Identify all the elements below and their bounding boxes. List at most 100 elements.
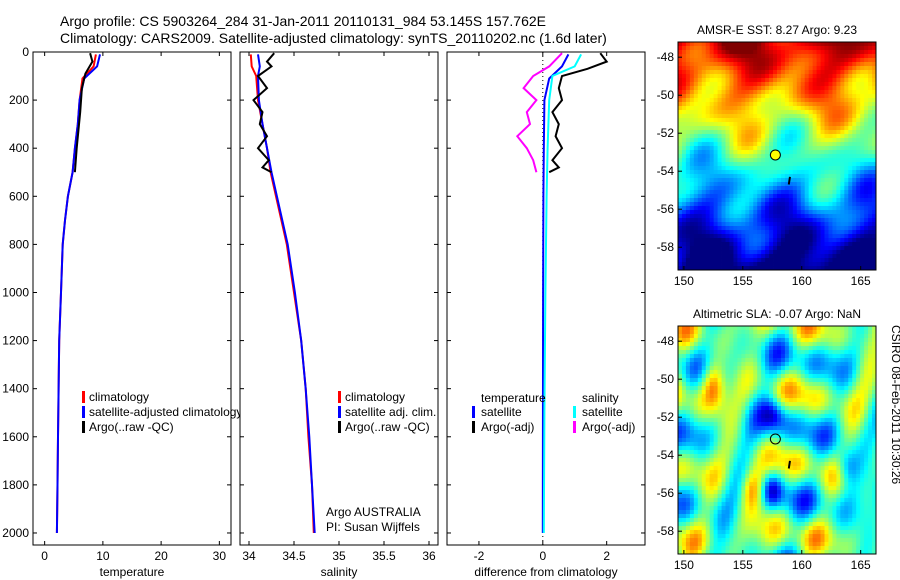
map-cell [816,210,821,215]
map-cell [769,530,774,535]
map-cell [864,130,869,135]
map-cell [737,266,742,271]
map-cell [804,342,810,347]
map-cell [864,218,869,223]
map-cell [701,526,707,531]
map-cell [832,42,837,47]
map-cell [765,218,770,223]
map-cell [828,66,833,71]
map-cell [868,186,873,191]
map-cell [788,90,794,95]
map-cell [717,202,722,207]
map-cell [693,206,699,211]
map-cell [685,250,691,255]
map-cell [697,110,703,115]
map-cell [741,478,746,483]
map-cell [832,214,837,219]
map-cell [860,198,865,203]
map-cell [773,230,778,235]
map-cell [765,102,770,107]
map-cell [840,42,845,47]
map-cell [705,498,711,503]
map-cell [765,550,770,555]
map-cell [800,358,806,363]
map-cell [836,66,841,71]
map-cell [741,62,746,67]
map-cell [745,174,750,179]
map-cell [705,386,711,391]
map-cell [678,442,683,447]
map-cell [741,490,746,495]
map-cell [788,250,794,255]
map-cell [852,218,857,223]
map-cell [713,258,718,263]
map-cell [852,106,857,111]
map-cell [689,126,695,131]
map-cell [737,334,742,339]
map-cell [729,530,734,535]
map-cell [717,250,722,255]
map-cell [721,406,726,411]
map-cell [757,226,762,231]
map-cell [816,134,821,139]
map-cell [808,374,814,379]
map-cell [713,370,718,375]
map-cell [729,98,734,103]
map-cell [765,338,770,343]
map-y-tick-label: -50 [657,88,675,102]
map-cell [729,42,734,47]
map-cell [697,518,703,523]
map-cell [713,230,718,235]
map-cell [773,446,778,451]
map-cell [689,202,695,207]
map-cell [705,550,711,555]
map-cell [864,122,869,127]
map-cell [693,186,699,191]
map-cell [681,190,687,195]
map-cell [761,326,766,331]
map-cell [697,406,703,411]
map-cell [681,474,687,479]
map-cell [844,210,849,215]
map-cell [721,102,726,107]
map-cell [729,182,734,187]
map-cell [812,390,817,395]
map-cell [808,366,814,371]
map-cell [681,350,687,355]
map-cell [705,86,711,91]
map-cell [864,90,869,95]
map-cell [788,402,794,407]
map-cell [693,202,699,207]
map-cell [808,50,814,55]
map-cell [816,166,821,171]
map-cell [804,442,810,447]
map-cell [840,182,845,187]
map-cell [812,110,817,115]
map-cell [749,130,754,135]
map-cell [713,86,718,91]
map-cell [737,62,742,67]
map-cell [796,118,802,123]
map-cell [721,470,726,475]
map-cell [800,198,806,203]
map-cell [784,150,790,155]
map-cell [757,182,762,187]
map-cell [769,118,774,123]
map-cell [872,66,877,71]
map-cell [678,426,683,431]
map-cell [773,418,778,423]
map-cell [737,58,742,63]
map-cell [697,498,703,503]
map-cell [800,210,806,215]
map-cell [685,70,691,75]
map-cell [761,106,766,111]
map-cell [725,334,730,339]
map-cell [804,394,810,399]
map-cell [749,210,754,215]
map-cell [701,522,707,527]
map-cell [729,94,734,99]
map-cell [761,230,766,235]
map-cell [693,542,699,547]
map-cell [828,106,833,111]
map-cell [697,150,703,155]
